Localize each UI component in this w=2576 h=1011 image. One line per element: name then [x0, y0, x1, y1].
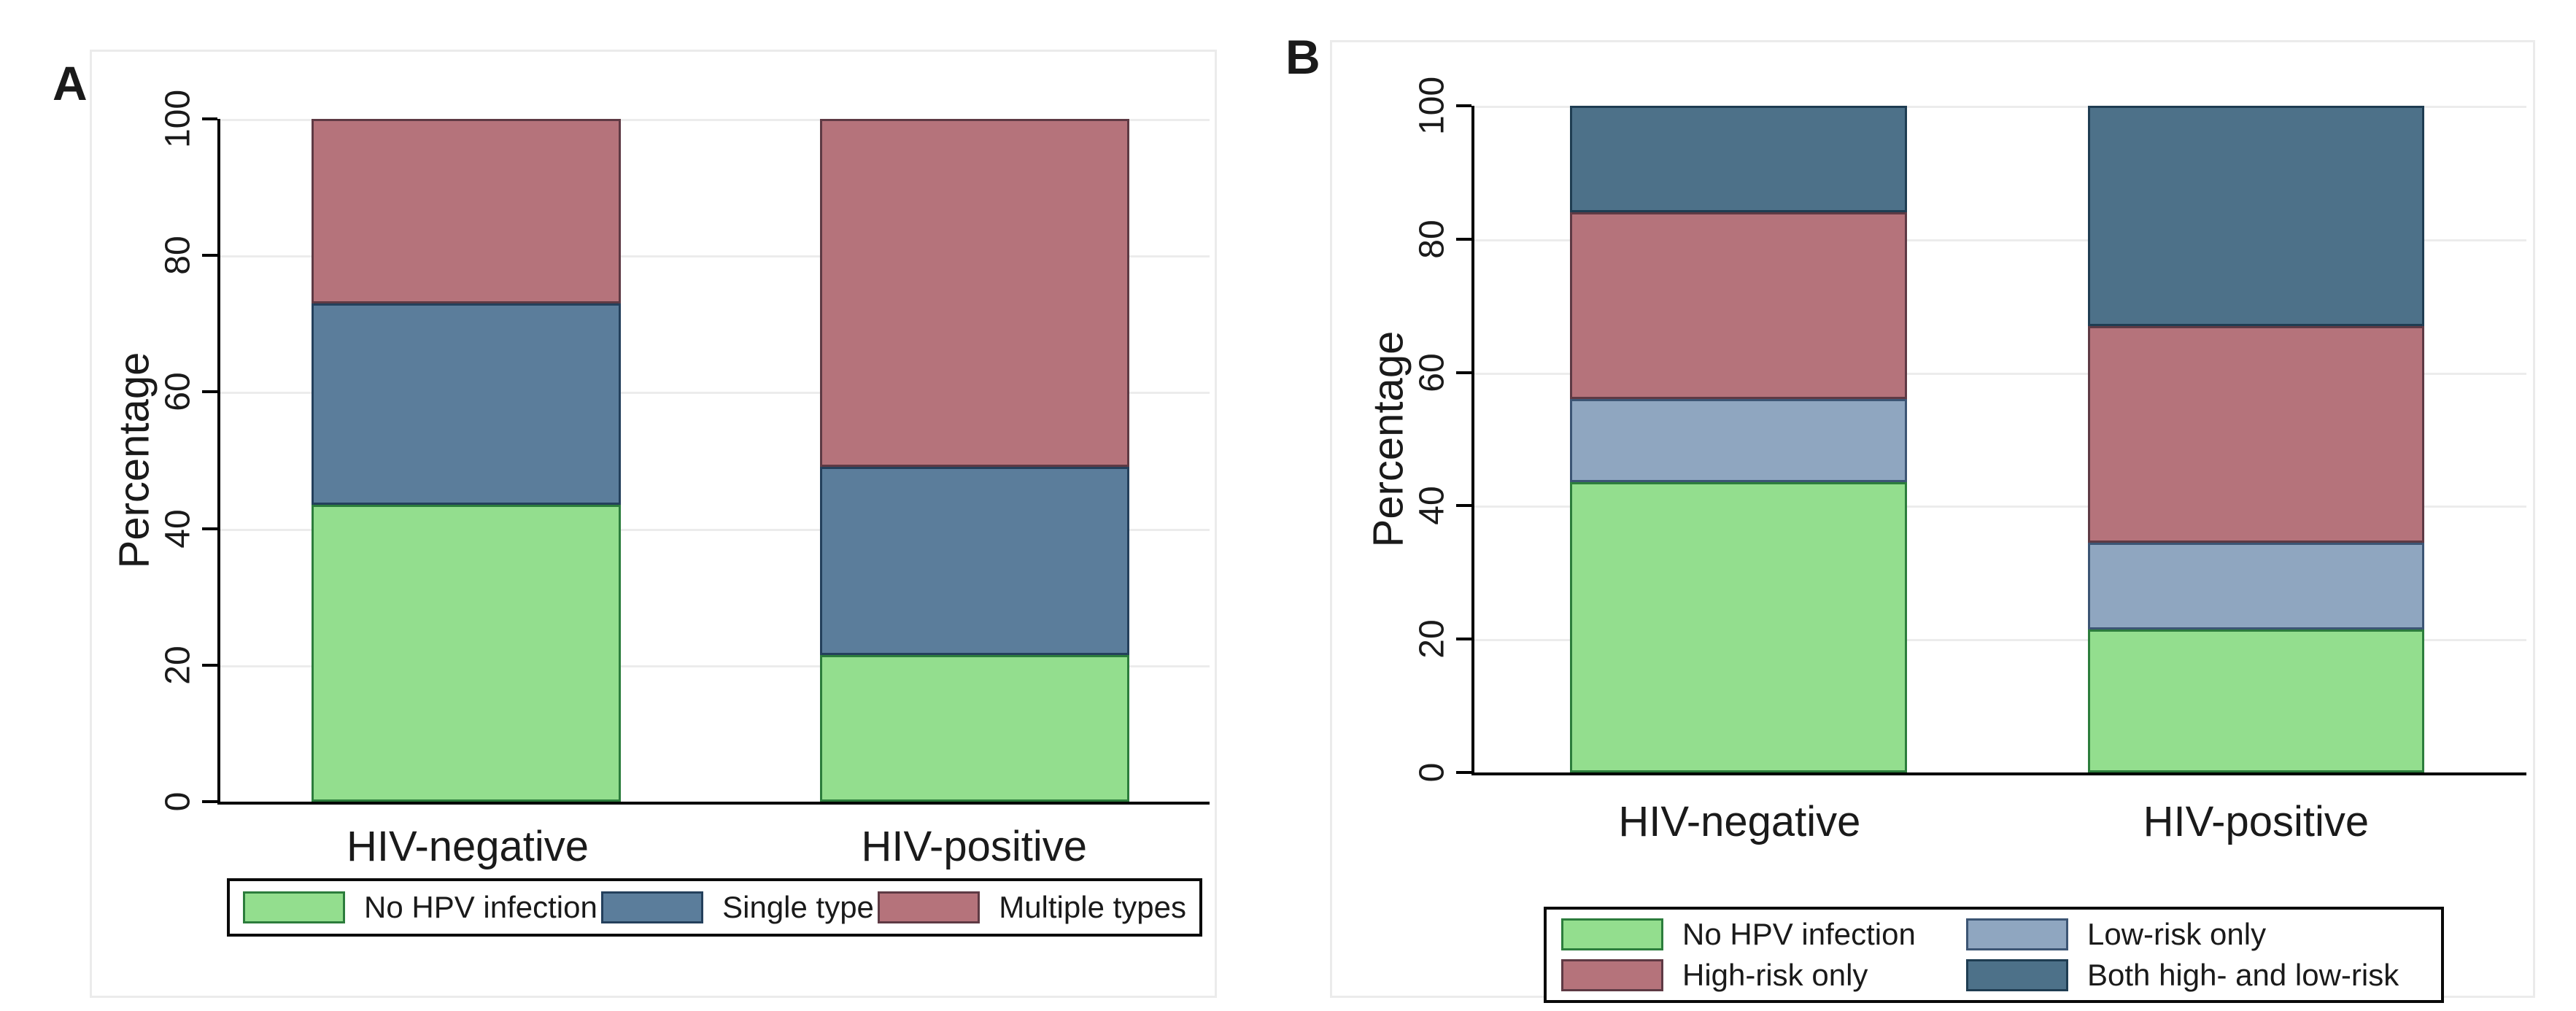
y-tick-label: 0: [1412, 762, 1452, 783]
legend-label: Both high- and low-risk: [2087, 958, 2399, 992]
stacked-bar-hiv-negative: [311, 119, 622, 802]
legend-b: No HPV infection Low-risk only High-risk…: [1544, 907, 2444, 1003]
y-tick-label: 40: [158, 508, 198, 549]
y-tick-label: 60: [158, 372, 198, 412]
bar-segment: [1570, 212, 1907, 400]
bar-segment: [819, 467, 1130, 655]
gridline: [220, 392, 1210, 395]
bar-segment: [2087, 106, 2425, 326]
legend-label: Single type: [722, 890, 874, 924]
panel-a: Percentage HIV-negative HIV-positive 0 20…: [90, 50, 1217, 998]
y-axis-tick: [202, 527, 217, 530]
legend-item: Single type: [601, 890, 874, 925]
legend-item: No HPV infection: [1561, 917, 1966, 952]
y-tick-label: 40: [1412, 486, 1452, 526]
bar-segment: [311, 119, 622, 303]
gridline: [1474, 639, 2526, 642]
bar-segment: [2087, 542, 2425, 630]
x-category-label: HIV-positive: [861, 823, 1087, 870]
bar-segment: [2087, 629, 2425, 772]
legend-label: No HPV infection: [1682, 917, 1916, 951]
legend-label: Low-risk only: [2087, 917, 2267, 951]
y-axis-tick: [1456, 504, 1471, 508]
y-axis-title-b: Percentage: [1364, 330, 1412, 548]
legend-swatch-high-risk: [1561, 959, 1663, 991]
y-tick-label: 0: [158, 791, 198, 812]
gridline: [220, 119, 1210, 121]
legend-swatch-single-type: [601, 891, 704, 923]
gridline: [1474, 239, 2526, 241]
y-axis-tick: [1456, 104, 1471, 107]
legend-swatch-multiple-types: [878, 891, 980, 923]
legend-item: Low-risk only: [1966, 917, 2426, 952]
y-tick-label: 80: [158, 236, 198, 275]
bar-segment: [2087, 325, 2425, 543]
legend-label: Multiple types: [999, 890, 1186, 924]
bar-segment: [1570, 482, 1907, 772]
y-tick-label: 20: [1412, 619, 1452, 659]
legend-item: Multiple types: [878, 890, 1186, 925]
gridline: [220, 665, 1210, 667]
plot-area-a: Percentage HIV-negative HIV-positive 0 20…: [111, 90, 1210, 870]
bar-segment: [819, 654, 1130, 802]
legend-label: No HPV infection: [364, 890, 597, 924]
gridline: [1474, 106, 2526, 108]
y-tick-label: 60: [1412, 352, 1452, 392]
bar-segment: [1570, 399, 1907, 483]
x-category-label: HIV-negative: [1618, 798, 1861, 845]
stacked-bar-hiv-negative: [1570, 106, 1907, 772]
legend-swatch-low-risk: [1966, 918, 2068, 950]
x-category-label: HIV-negative: [346, 823, 589, 870]
legend-item: Both high- and low-risk: [1966, 958, 2426, 993]
legend-item: No HPV infection: [243, 890, 597, 925]
y-axis-tick: [202, 800, 217, 803]
stacked-bar-hiv-positive: [819, 119, 1130, 802]
y-axis-tick: [202, 117, 217, 120]
legend-label: High-risk only: [1682, 958, 1868, 992]
y-axis-tick: [1456, 371, 1471, 374]
gridline: [1474, 372, 2526, 375]
legend-swatch-both-risk: [1966, 959, 2068, 991]
y-axis-title-a: Percentage: [110, 352, 158, 569]
legend-swatch-no-hpv: [243, 891, 345, 923]
y-axis-tick: [202, 254, 217, 257]
y-tick-label: 100: [158, 89, 198, 149]
gridline: [220, 255, 1210, 258]
bar-segment: [819, 119, 1130, 468]
legend-item: High-risk only: [1561, 958, 1966, 993]
panel-a-letter: A: [53, 56, 88, 110]
y-axis-tick: [202, 390, 217, 394]
stacked-bar-hiv-positive: [2087, 106, 2425, 772]
legend-swatch-no-hpv: [1561, 918, 1663, 950]
legend-a: No HPV infection Single type Multiple ty…: [227, 878, 1202, 937]
y-axis-tick: [1456, 771, 1471, 774]
x-category-label: HIV-positive: [2143, 798, 2370, 845]
y-axis-tick: [202, 663, 217, 667]
y-tick-label: 80: [1412, 220, 1452, 259]
plot-area-b: Percentage HIV-negative HIV-positive 0 20…: [1365, 77, 2526, 845]
y-tick-label: 20: [158, 646, 198, 685]
bar-segment: [311, 303, 622, 505]
bar-segment: [1570, 106, 1907, 213]
bar-segment: [311, 504, 622, 802]
gridline: [1474, 506, 2526, 508]
y-axis-tick: [1456, 638, 1471, 641]
panel-b-letter: B: [1285, 30, 1320, 84]
gridline: [220, 528, 1210, 531]
y-axis-tick: [1456, 237, 1471, 241]
panel-b: Percentage HIV-negative HIV-positive 0 20…: [1330, 40, 2535, 1003]
y-tick-label: 100: [1412, 76, 1452, 136]
